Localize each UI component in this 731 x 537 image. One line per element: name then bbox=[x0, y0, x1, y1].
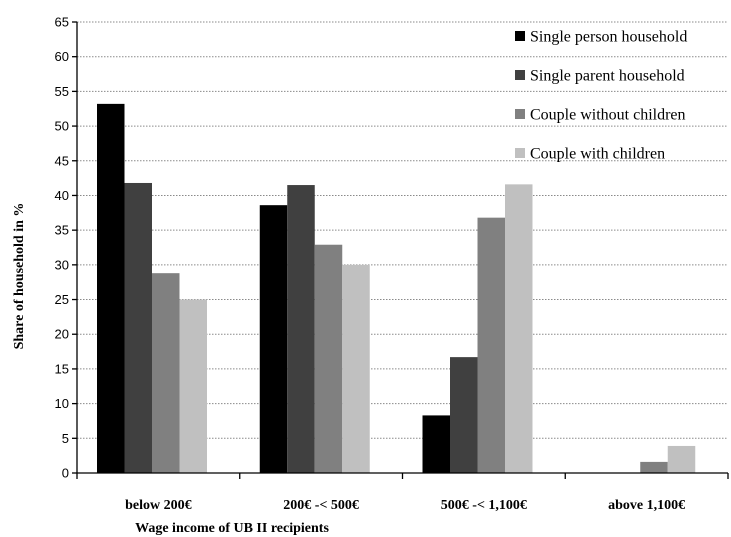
x-category-label: above 1,100€ bbox=[608, 498, 685, 513]
y-tick-label: 20 bbox=[55, 327, 69, 342]
bar-couple-with-children-3 bbox=[667, 445, 696, 473]
y-axis-title: Share of household in % bbox=[12, 203, 27, 350]
bar-single-parent-household-1 bbox=[287, 185, 315, 474]
bar-couple-with-children-2 bbox=[505, 184, 533, 474]
y-tick-label: 40 bbox=[55, 188, 69, 203]
bar-single-person-household-2 bbox=[422, 415, 450, 473]
y-tick-label: 5 bbox=[62, 431, 69, 446]
axes bbox=[72, 21, 729, 479]
legend-swatch bbox=[515, 31, 525, 41]
legend-label: Couple with children bbox=[530, 146, 665, 163]
y-tick-label: 10 bbox=[55, 396, 69, 411]
y-tick-label: 45 bbox=[55, 153, 69, 168]
bar-single-person-household-1 bbox=[259, 205, 288, 473]
bar-couple-without-children-3 bbox=[640, 461, 668, 473]
x-category-label: below 200€ bbox=[125, 498, 192, 513]
x-axis-title: Wage income of UB II recipients bbox=[135, 521, 329, 536]
bar-single-person-household-0 bbox=[97, 103, 125, 474]
x-category-label: 500€ -< 1,100€ bbox=[441, 498, 527, 513]
legend-label: Couple without children bbox=[530, 107, 686, 124]
bar-single-parent-household-0 bbox=[124, 182, 152, 474]
x-category-labels: below 200€ 200€ -< 500€ 500€ -< 1,100€ abov… bbox=[125, 498, 685, 513]
legend-swatch bbox=[515, 148, 525, 158]
y-tick-label: 0 bbox=[62, 466, 69, 481]
y-tick-label: 55 bbox=[55, 84, 69, 99]
y-tick-label: 65 bbox=[55, 15, 69, 30]
bars bbox=[97, 103, 696, 474]
y-tick-labels: 0 5 10 15 20 25 30 35 40 45 50 55 60 65 bbox=[55, 15, 69, 481]
y-tick-label: 50 bbox=[55, 119, 69, 134]
y-tick-label: 60 bbox=[55, 49, 69, 64]
legend-swatch bbox=[515, 109, 525, 119]
y-tick-label: 15 bbox=[55, 361, 69, 376]
legend-label: Single parent household bbox=[530, 68, 685, 85]
bar-couple-without-children-1 bbox=[314, 244, 343, 473]
bar-couple-with-children-1 bbox=[342, 264, 370, 473]
y-tick-label: 25 bbox=[55, 292, 69, 307]
bar-couple-with-children-0 bbox=[179, 299, 207, 473]
legend: Single person household Single parent hou… bbox=[515, 29, 687, 163]
legend-label: Single person household bbox=[530, 29, 687, 46]
y-tick-label: 35 bbox=[55, 223, 69, 238]
y-tick-label: 30 bbox=[55, 257, 69, 272]
bar-couple-without-children-0 bbox=[152, 273, 180, 473]
x-category-label: 200€ -< 500€ bbox=[283, 498, 359, 513]
bar-single-parent-household-2 bbox=[450, 357, 478, 473]
bar-couple-without-children-2 bbox=[477, 217, 505, 473]
legend-swatch bbox=[515, 70, 525, 80]
